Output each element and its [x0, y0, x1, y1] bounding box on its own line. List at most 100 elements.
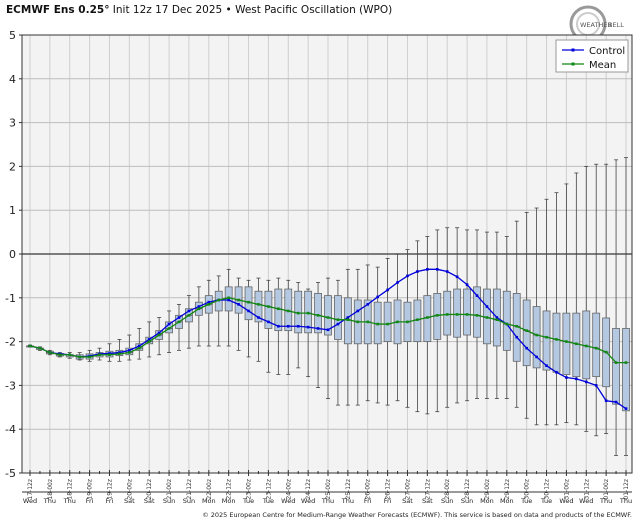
day-label: Tue	[242, 497, 254, 505]
control-point	[575, 377, 578, 381]
control-point	[555, 370, 558, 374]
control-point	[475, 294, 479, 297]
iqr-box	[552, 312, 561, 373]
mean-point	[376, 322, 379, 326]
mean-point	[326, 316, 330, 319]
mean-point	[128, 351, 131, 354]
box-whisker	[612, 159, 620, 456]
mean-point	[575, 342, 578, 346]
legend-box	[555, 39, 629, 73]
control-point	[535, 355, 538, 359]
iqr-box	[443, 290, 452, 336]
day-label: Thu	[43, 497, 56, 505]
mean-point	[197, 307, 201, 311]
iqr-box	[532, 306, 541, 369]
y-tick-label: 4	[9, 73, 16, 86]
x-tick-label: 23-12z	[265, 479, 272, 500]
day-label: Wed	[559, 497, 573, 505]
day-label: Tue	[262, 497, 274, 505]
control-point	[376, 295, 379, 299]
control-point	[435, 268, 439, 271]
mean-point	[257, 303, 260, 306]
mean-point	[187, 314, 191, 317]
control-point	[257, 316, 260, 319]
mean-point	[78, 355, 81, 359]
chart-title: ECMWF Ens 0.25° Init 12z 17 Dec 2025 • W…	[6, 4, 392, 16]
mean-point	[118, 352, 121, 356]
x-tick-label: 18-12z	[67, 479, 74, 500]
mean-point	[177, 320, 181, 324]
control-point	[406, 274, 409, 278]
iqr-box	[612, 328, 620, 405]
day-label: Fri	[106, 497, 114, 505]
mean-point	[28, 344, 32, 348]
svg-text:BELL: BELL	[608, 21, 624, 29]
x-tick-label: 20-00z	[126, 479, 133, 500]
control-point	[167, 322, 171, 326]
control-point	[207, 300, 211, 304]
control-point	[237, 303, 240, 306]
iqr-box	[522, 299, 531, 367]
control-point	[157, 331, 161, 335]
control-point	[525, 346, 528, 350]
plot-frame	[21, 34, 633, 474]
svg-text:WEATHER: WEATHER	[580, 21, 612, 29]
mean-point	[545, 335, 548, 339]
control-point	[247, 309, 250, 313]
iqr-box	[254, 290, 263, 323]
x-tick-label: 27-00z	[404, 479, 411, 500]
y-tick-label: -2	[5, 336, 16, 349]
control-point	[108, 352, 111, 355]
iqr-box	[264, 290, 273, 329]
day-label: Fri	[86, 497, 94, 505]
control-point	[326, 328, 330, 332]
mean-point	[565, 340, 568, 343]
y-tick-label: -5	[5, 467, 16, 480]
control-point	[286, 324, 290, 328]
mean-point	[465, 313, 469, 316]
control-point	[296, 324, 300, 328]
box-whisker	[334, 279, 342, 406]
iqr-box	[324, 295, 332, 336]
mean-point	[346, 318, 350, 321]
iqr-box	[473, 286, 481, 338]
x-tick-label: 20-12z	[146, 479, 153, 500]
day-label: Wed	[301, 497, 315, 505]
mean-point	[68, 353, 72, 357]
control-point	[545, 364, 548, 367]
day-label: Mon	[480, 497, 494, 505]
control-point	[445, 270, 449, 273]
y-tick-label: 2	[9, 160, 16, 173]
mean-point	[217, 298, 221, 302]
mean-point	[88, 355, 91, 359]
mean-point	[584, 344, 588, 348]
x-tick-label: 01-00z	[603, 479, 610, 500]
mean-point	[535, 333, 538, 337]
day-label: Sun	[461, 497, 473, 505]
x-tick-label: 25-12z	[345, 479, 352, 500]
y-tick-label: 1	[9, 204, 16, 217]
control-point	[515, 335, 519, 339]
mean-point	[336, 318, 340, 321]
x-tick-label: 19-12z	[106, 479, 113, 500]
legend-label-control: Control	[589, 46, 625, 57]
iqr-box	[463, 288, 471, 336]
box-whisker	[542, 198, 551, 426]
mean-point	[594, 346, 598, 350]
y-tick-label: -1	[5, 292, 16, 305]
control-point	[346, 316, 350, 319]
day-label: Fri	[384, 497, 392, 505]
mean-point	[435, 314, 439, 317]
day-label: Sun	[441, 497, 453, 505]
day-label: Mon	[202, 497, 216, 505]
iqr-box	[592, 312, 601, 378]
legend: Control Mean	[555, 39, 629, 73]
mean-point	[555, 338, 558, 341]
mean-point	[386, 322, 389, 326]
model-name: ECMWF Ens 0.25°	[6, 4, 110, 16]
mean-point	[416, 318, 419, 321]
control-point	[277, 324, 280, 328]
day-label: Thu	[341, 497, 354, 505]
mean-point	[207, 303, 211, 306]
